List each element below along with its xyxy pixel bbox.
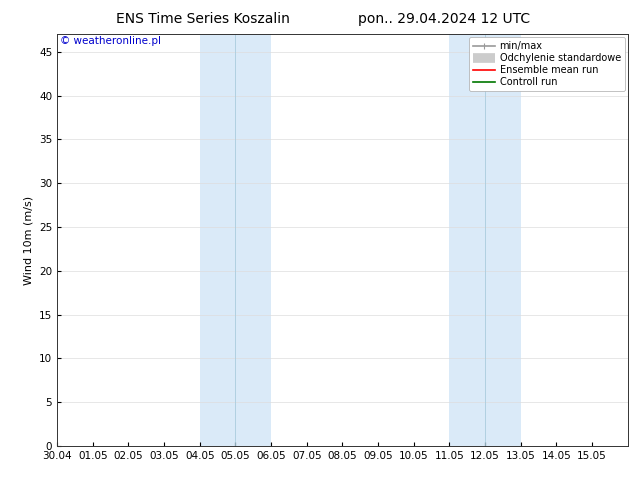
Text: © weatheronline.pl: © weatheronline.pl bbox=[60, 36, 161, 47]
Text: ENS Time Series Koszalin: ENS Time Series Koszalin bbox=[116, 12, 290, 26]
Y-axis label: Wind 10m (m/s): Wind 10m (m/s) bbox=[23, 196, 34, 285]
Bar bbox=[200, 34, 271, 446]
Legend: min/max, Odchylenie standardowe, Ensemble mean run, Controll run: min/max, Odchylenie standardowe, Ensembl… bbox=[469, 37, 624, 91]
Text: pon.. 29.04.2024 12 UTC: pon.. 29.04.2024 12 UTC bbox=[358, 12, 530, 26]
Bar bbox=[450, 34, 521, 446]
